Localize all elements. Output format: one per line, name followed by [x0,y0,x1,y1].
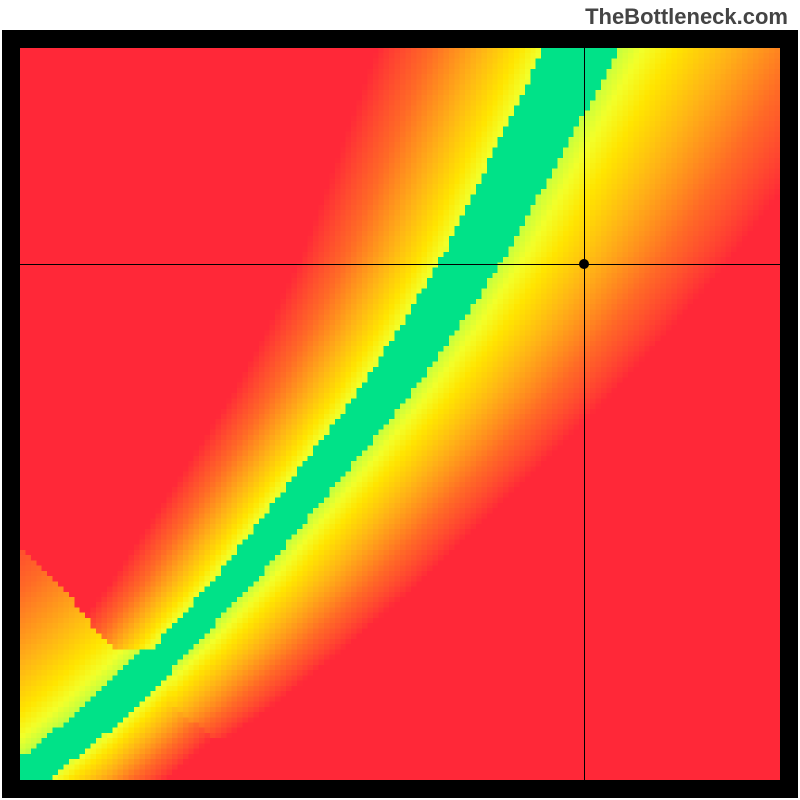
crosshair-horizontal [20,264,780,265]
heatmap-canvas [20,48,780,780]
crosshair-vertical [584,48,585,780]
crosshair-dot [579,259,589,269]
watermark-text: TheBottleneck.com [585,4,788,30]
heatmap-plot [20,48,780,780]
